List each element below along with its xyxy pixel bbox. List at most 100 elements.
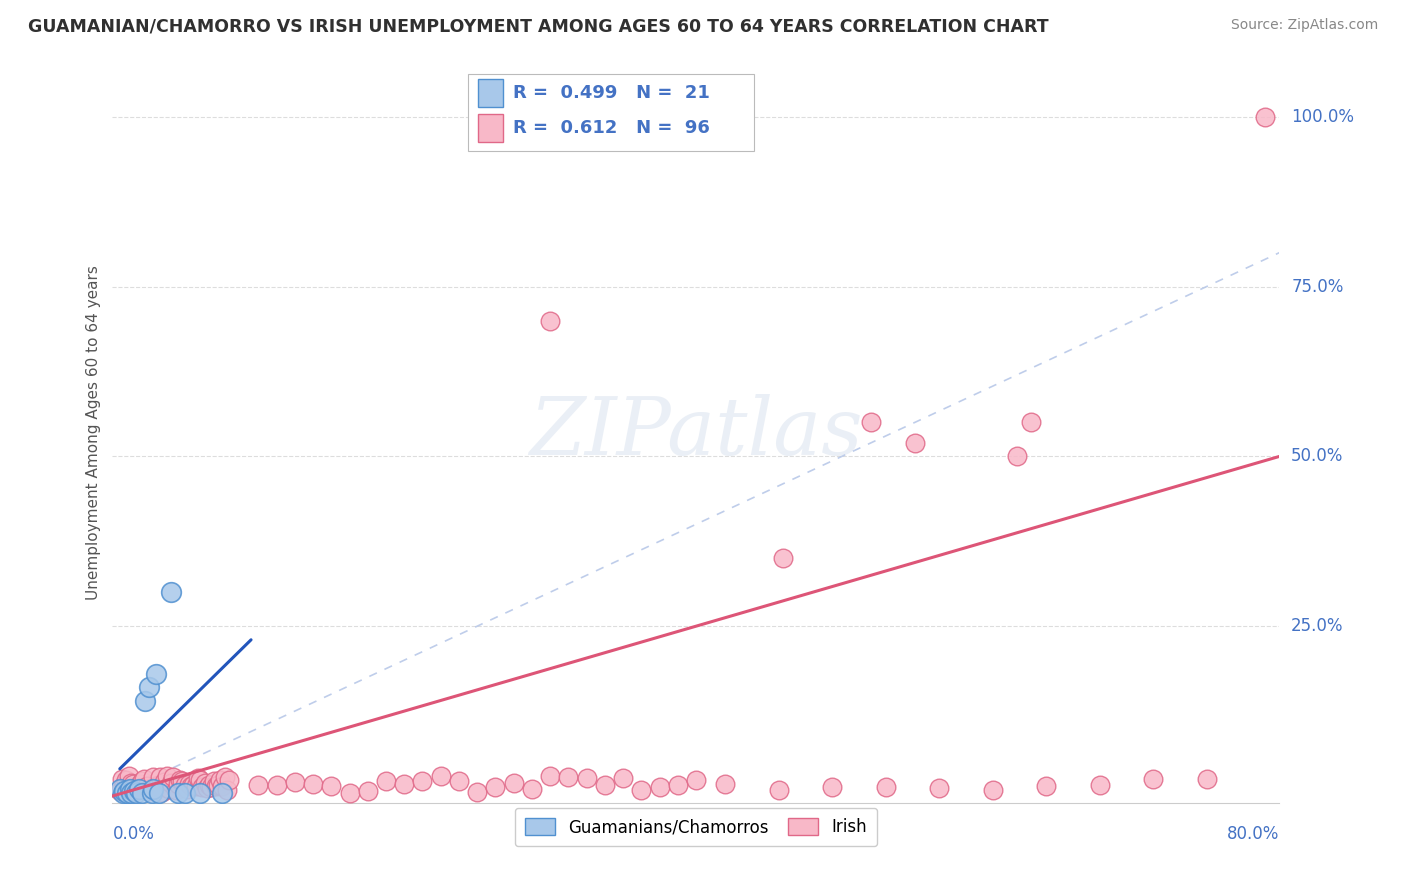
- Point: [146, 778, 169, 792]
- Text: 75.0%: 75.0%: [1291, 277, 1344, 295]
- Point: [209, 773, 232, 788]
- Point: [200, 780, 222, 794]
- Point: [429, 769, 451, 783]
- Point: [134, 694, 156, 708]
- Point: [131, 774, 153, 789]
- Point: [135, 779, 157, 793]
- Point: [1021, 416, 1043, 430]
- Point: [218, 772, 240, 787]
- Point: [1254, 110, 1277, 124]
- Point: [125, 786, 148, 800]
- Point: [875, 780, 897, 794]
- Point: [111, 772, 134, 787]
- Point: [145, 666, 167, 681]
- Point: [648, 780, 671, 795]
- Point: [150, 785, 173, 799]
- Point: [214, 770, 236, 784]
- Point: [115, 773, 138, 788]
- Point: [148, 786, 170, 800]
- Point: [138, 681, 160, 695]
- Point: [180, 779, 202, 793]
- Point: [207, 778, 229, 792]
- Point: [357, 784, 380, 798]
- Text: 100.0%: 100.0%: [1291, 108, 1354, 126]
- Point: [173, 778, 195, 792]
- Point: [1088, 778, 1111, 792]
- Point: [860, 416, 883, 430]
- Point: [174, 786, 197, 800]
- Point: [149, 770, 172, 784]
- Point: [187, 772, 209, 786]
- Point: [184, 780, 207, 794]
- Point: [177, 777, 200, 791]
- Legend: Guamanians/Chamorros, Irish: Guamanians/Chamorros, Irish: [515, 808, 877, 847]
- Bar: [478, 78, 503, 107]
- Y-axis label: Unemployment Among Ages 60 to 64 years: Unemployment Among Ages 60 to 64 years: [86, 265, 101, 600]
- Point: [188, 786, 211, 800]
- Point: [302, 777, 325, 791]
- Point: [118, 769, 141, 783]
- Point: [821, 780, 844, 794]
- Point: [593, 778, 616, 792]
- Point: [714, 777, 737, 791]
- Point: [162, 770, 184, 784]
- Point: [153, 775, 176, 789]
- Text: R =  0.499   N =  21: R = 0.499 N = 21: [513, 84, 710, 102]
- Point: [411, 773, 433, 788]
- Point: [575, 771, 598, 785]
- Point: [557, 770, 579, 784]
- Point: [685, 772, 707, 787]
- Point: [1195, 772, 1218, 786]
- Point: [172, 774, 194, 789]
- Point: [772, 551, 794, 566]
- Point: [169, 772, 191, 787]
- Point: [142, 782, 165, 797]
- Point: [520, 781, 543, 796]
- Point: [183, 777, 205, 791]
- Text: 50.0%: 50.0%: [1291, 448, 1344, 466]
- Point: [156, 769, 179, 783]
- Point: [108, 784, 131, 798]
- Point: [928, 780, 950, 795]
- Point: [768, 783, 790, 797]
- Point: [266, 778, 288, 792]
- Point: [211, 786, 233, 800]
- Text: GUAMANIAN/CHAMORRO VS IRISH UNEMPLOYMENT AMONG AGES 60 TO 64 YEARS CORRELATION C: GUAMANIAN/CHAMORRO VS IRISH UNEMPLOYMENT…: [28, 18, 1049, 36]
- Text: Source: ZipAtlas.com: Source: ZipAtlas.com: [1230, 18, 1378, 32]
- Point: [128, 782, 150, 797]
- Point: [139, 780, 162, 795]
- Point: [127, 780, 149, 795]
- Point: [502, 775, 524, 789]
- Point: [447, 774, 470, 789]
- Text: R =  0.612   N =  96: R = 0.612 N = 96: [513, 119, 710, 136]
- Point: [176, 782, 198, 797]
- Point: [204, 780, 226, 794]
- Point: [141, 786, 163, 800]
- Point: [211, 779, 233, 793]
- Point: [167, 786, 190, 800]
- Point: [166, 777, 188, 791]
- Point: [145, 782, 167, 797]
- Point: [112, 783, 135, 797]
- Point: [138, 784, 160, 798]
- Point: [165, 783, 187, 797]
- Text: ZIPatlas: ZIPatlas: [529, 394, 863, 471]
- Point: [112, 778, 135, 792]
- Text: 0.0%: 0.0%: [112, 825, 155, 843]
- Point: [128, 777, 150, 791]
- Point: [612, 772, 634, 786]
- Point: [284, 775, 307, 789]
- Point: [484, 780, 506, 795]
- Point: [122, 777, 145, 791]
- Point: [394, 777, 416, 791]
- Point: [120, 776, 142, 790]
- Text: 25.0%: 25.0%: [1291, 617, 1344, 635]
- Point: [1005, 450, 1028, 464]
- Point: [202, 774, 225, 789]
- Point: [160, 776, 183, 790]
- Point: [194, 776, 217, 790]
- Point: [630, 783, 652, 797]
- Point: [1035, 779, 1057, 793]
- Point: [666, 778, 689, 792]
- Point: [1142, 772, 1164, 787]
